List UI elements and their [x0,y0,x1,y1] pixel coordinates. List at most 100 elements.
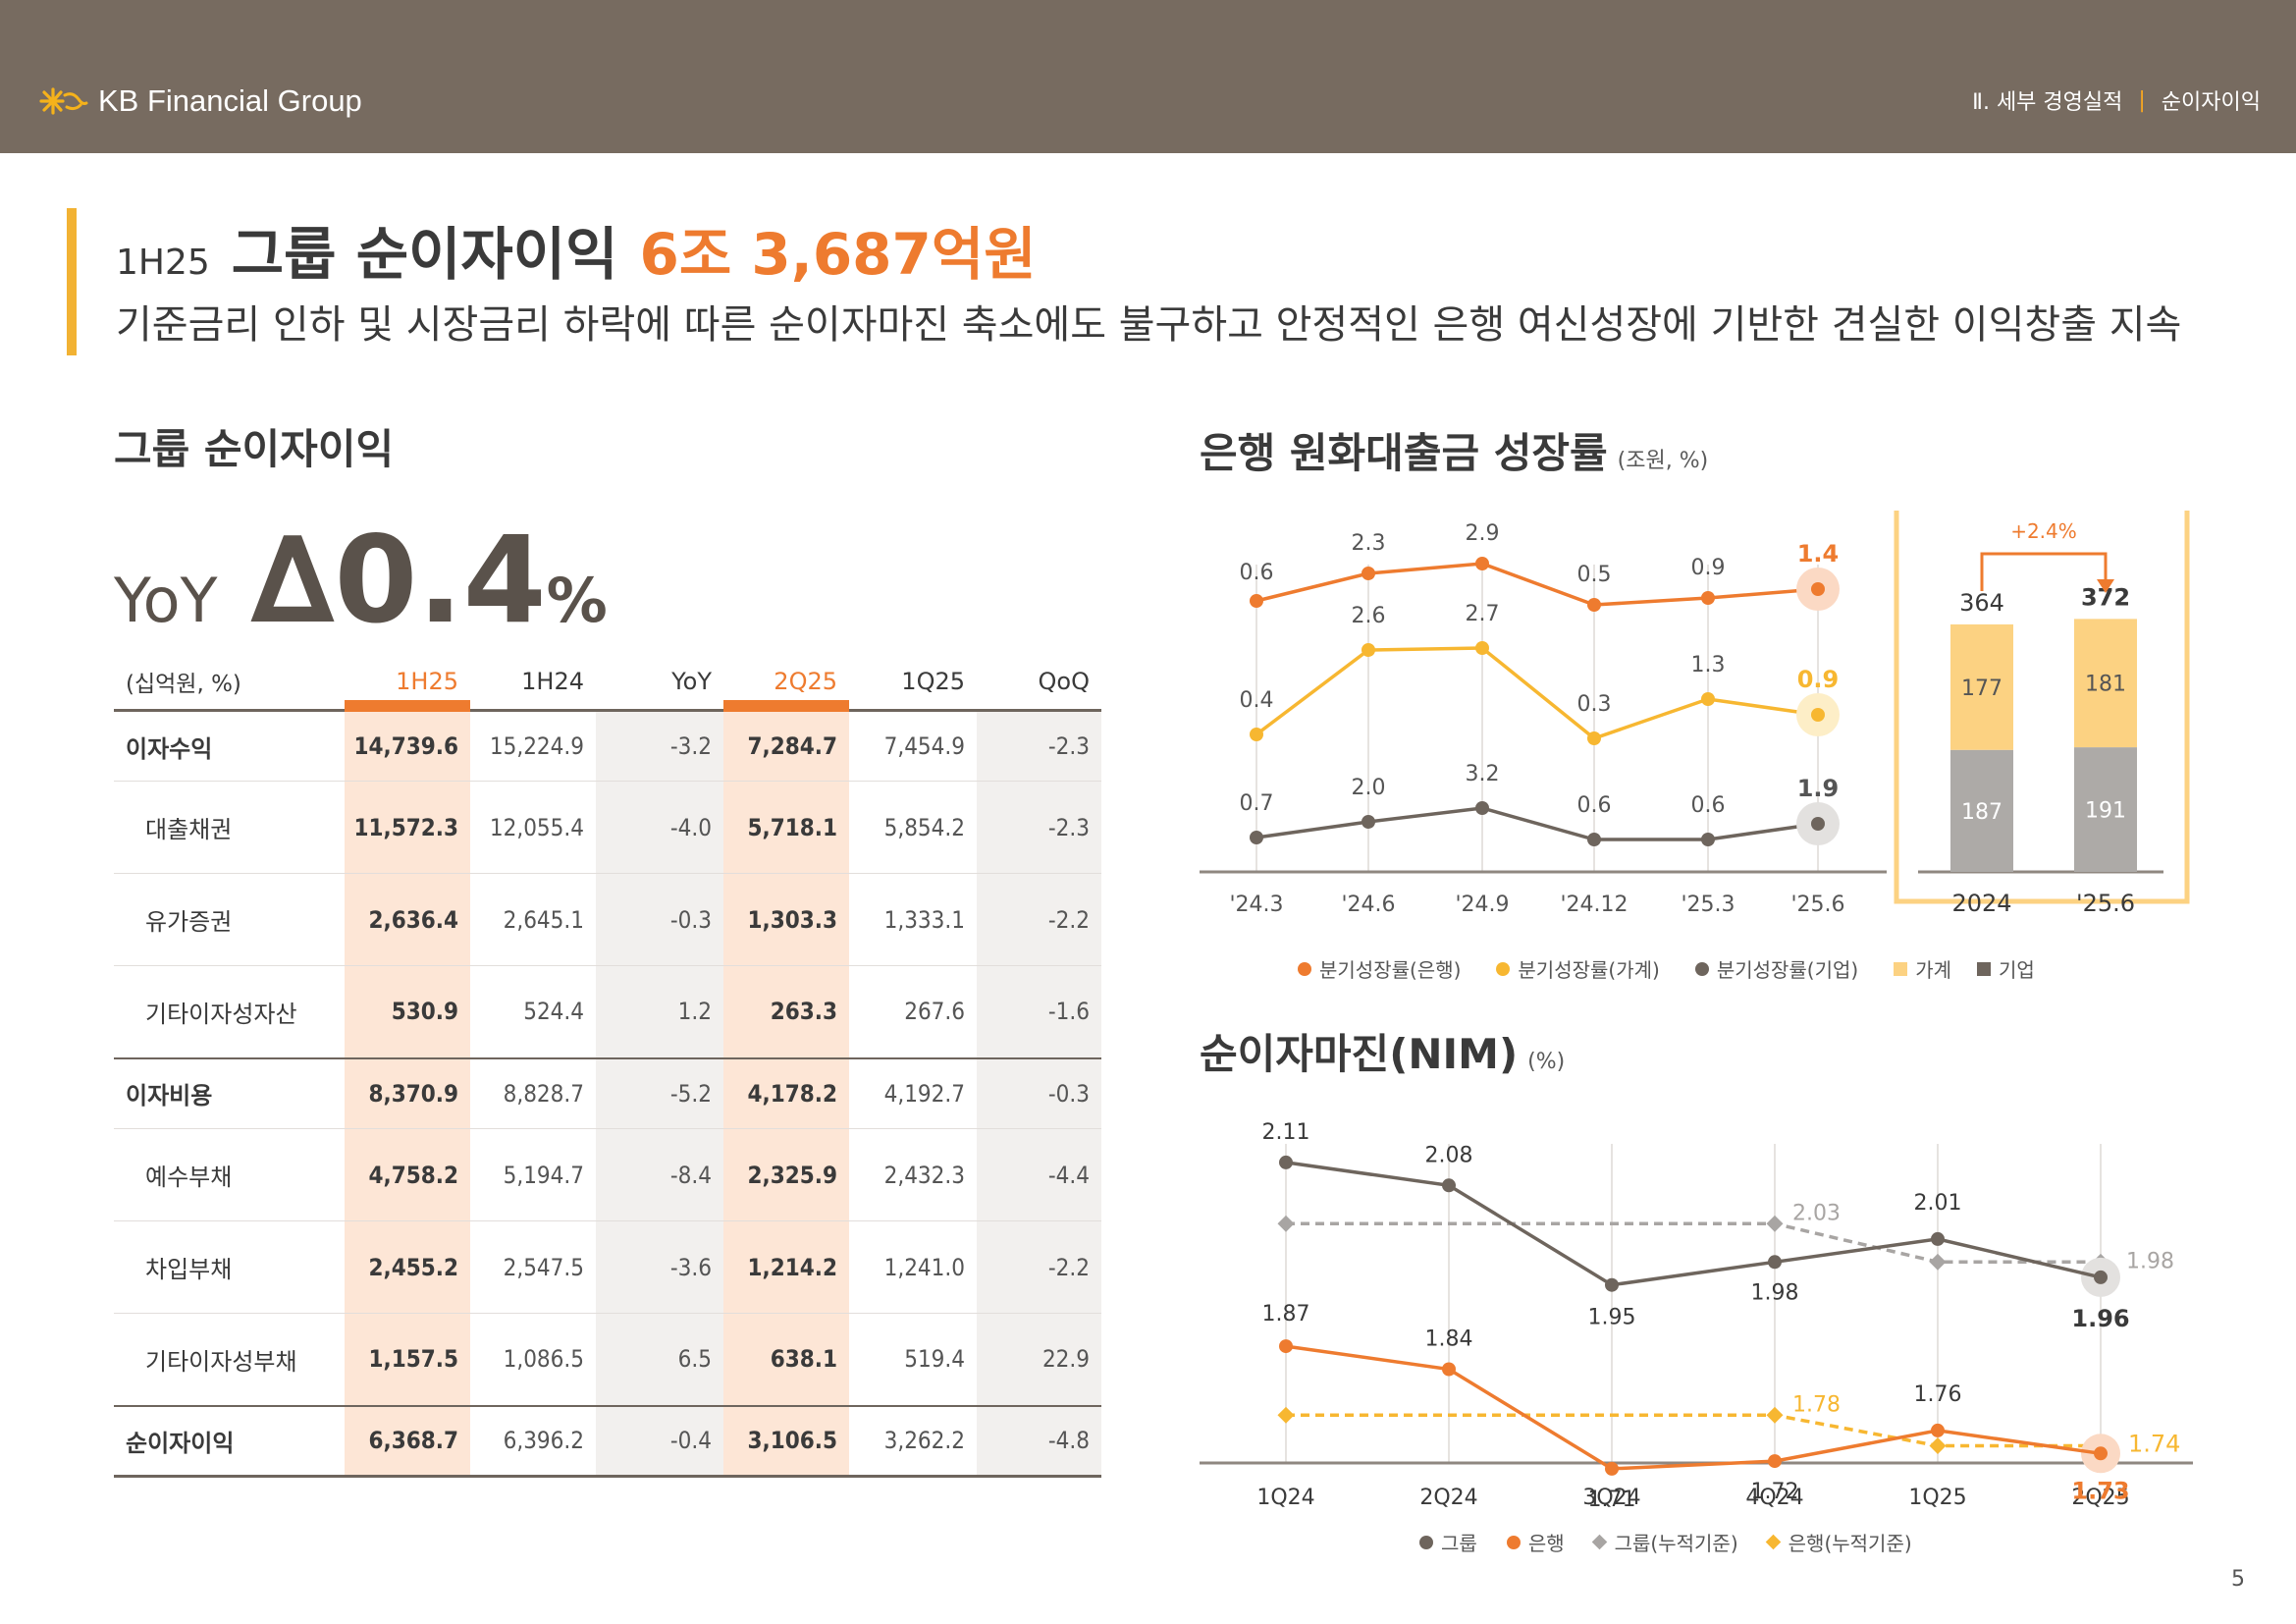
data-point [1442,1178,1456,1193]
table-cell: -2.2 [977,1220,1101,1314]
table-cell: 638.1 [723,1313,849,1407]
table-cell: 1,241.0 [849,1220,977,1314]
yoy-headline: YoY ∆0.4 % [114,511,608,650]
row-label: 예수부채 [114,1128,345,1221]
bar-segment [1950,749,2013,872]
table-cell: 15,224.9 [470,710,596,782]
data-point [1587,598,1601,612]
loan-growth-title-text: 은행 원화대출금 성장률 [1200,429,1608,477]
data-label: 1.78 [1792,1392,1841,1417]
legend-item: 은행 [1506,1528,1565,1556]
x-tick-label: 2Q24 [1419,1486,1477,1510]
bar-total-label: 364 [1959,589,2004,617]
data-point [1701,833,1715,846]
data-point [1701,692,1715,706]
table-cell: -0.3 [977,1057,1101,1129]
row-label: 기타이자성부채 [114,1313,345,1407]
table-cell: 22.9 [977,1313,1101,1407]
data-label: 1.84 [1425,1327,1473,1352]
table-unit: (십억원, %) [114,654,345,712]
column-header: QoQ [977,654,1101,712]
table-cell: 7,454.9 [849,710,977,782]
column-header: 1H25 [345,654,470,712]
data-label: 2.03 [1792,1201,1841,1225]
legend-item: 분기성장률(가계) [1496,954,1660,983]
table-cell: 1.2 [596,965,723,1059]
data-point [1605,1277,1619,1292]
table-cell: 1,333.1 [849,873,977,966]
legend-label: 기업 [1999,958,2035,982]
x-tick-label: 2Q25 [2071,1486,2129,1510]
data-label: 2.11 [1262,1120,1310,1145]
table-cell: 6,396.2 [470,1405,596,1478]
table-cell: 5,854.2 [849,781,977,874]
data-point [1475,801,1489,815]
data-label: 0.5 [1577,563,1612,587]
table-cell: 7,284.7 [723,710,849,782]
table-row: 기타이자성자산 530.9 524.4 1.2 263.3 267.6 -1.6 [114,965,1101,1059]
cumulative-point [1277,1406,1295,1424]
row-label: 이자비용 [114,1057,345,1129]
table-cell: -0.4 [596,1405,723,1478]
cumulative-point [1929,1437,1947,1454]
table-row: 차입부채 2,455.2 2,547.5 -3.6 1,214.2 1,241.0 -2.2 [114,1220,1101,1314]
growth-annotation: +2.4% [2010,519,2077,543]
title-main: 그룹 순이자이익 [231,221,618,288]
x-tick-label: 3Q24 [1582,1486,1640,1510]
brand-name: KB Financial Group [98,83,362,118]
series-line [1285,1161,2102,1287]
table-cell: 2,636.4 [345,873,470,966]
table-cell: 4,758.2 [345,1128,470,1221]
table-cell: 2,547.5 [470,1220,596,1314]
bar-value-label: 187 [1961,800,2002,825]
table-cell: -4.0 [596,781,723,874]
cumulative-line [1286,1221,2101,1265]
data-label: 2.7 [1466,602,1500,626]
table-cell: 2,325.9 [723,1128,849,1221]
data-label: 2.9 [1466,521,1500,546]
legend-marker [1298,961,1311,976]
data-point [1362,567,1375,580]
growth-arrow-head [2097,579,2114,593]
x-tick-label: '24.6 [1341,893,1395,917]
table-cell: -2.3 [977,710,1101,782]
data-point [1250,594,1263,608]
x-tick-label: '25.3 [1681,893,1735,917]
loan-growth-chart: '24.3 '24.6 '24.9 '24.12 '25.3 '25.6 0.6 2.3 2.9… [1200,511,2190,917]
series-line [1255,562,1819,607]
legend-marker [1506,1535,1521,1549]
page-number: 5 [2231,1567,2245,1592]
kb-star-icon [39,87,88,115]
data-point [1279,1339,1293,1354]
table-cell: 8,828.7 [470,1057,596,1129]
legend-label: 그룹(누적기준) [1614,1532,1738,1555]
series-line [1285,1344,2102,1471]
nim-legend: 그룹 은행 그룹(누적기준) 은행(누적기준) [1419,1528,1948,1556]
nim-chart: 1Q24 2Q24 3Q24 4Q24 1Q25 2Q25 2.11 2.08 1.95 1.98… [1200,1120,2193,1512]
legend-item: 그룹 [1419,1528,1477,1556]
table-cell: -0.3 [596,873,723,966]
data-label: 1.95 [1588,1306,1636,1330]
bar-value-label: 177 [1961,677,2002,701]
column-header: 1Q25 [849,654,977,712]
cumulative-point [1929,1253,1947,1271]
table-row: 기타이자성부채 1,157.5 1,086.5 6.5 638.1 519.4 22.9 [114,1313,1101,1407]
row-label: 기타이자성자산 [114,965,345,1059]
breadcrumb: Ⅱ. 세부 경영실적 | 순이자이익 [1972,84,2261,116]
row-label: 차입부채 [114,1220,345,1314]
legend-marker [1694,961,1709,976]
breadcrumb-page: 순이자이익 [2161,90,2261,115]
legend-label: 분기성장률(은행) [1319,958,1462,982]
data-point [1931,1231,1945,1246]
table-cell: 14,739.6 [345,710,470,782]
nim-title: 순이자마진(NIM) (%) [1200,1021,1565,1081]
data-point [1811,582,1825,596]
x-tick-label: '24.3 [1229,893,1283,917]
x-tick-label: '25.6 [1790,893,1844,917]
data-label: 0.7 [1240,791,1274,816]
data-point [1587,833,1601,846]
data-label: 1.71 [1588,1488,1636,1512]
data-point [2094,1270,2108,1284]
data-label: 3.2 [1466,762,1500,786]
kb-logo: KB Financial Group [39,77,362,126]
